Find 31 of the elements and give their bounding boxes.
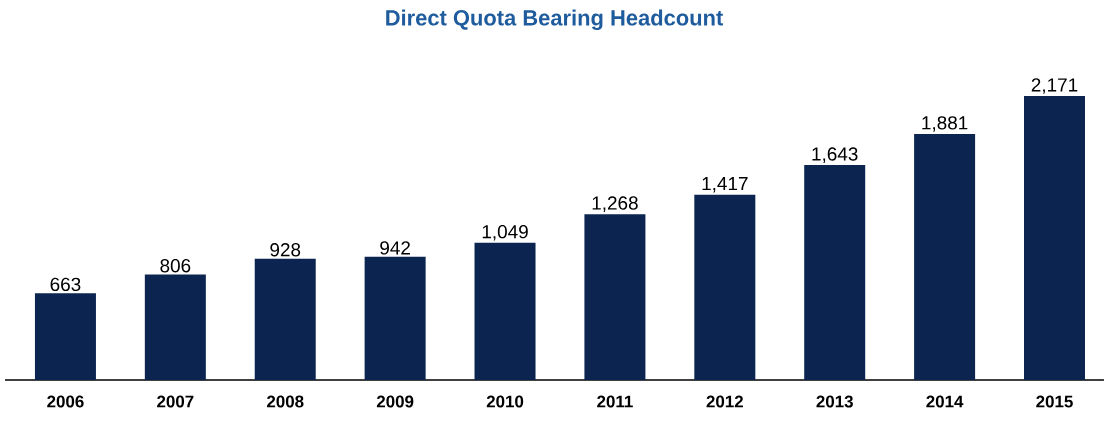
data-label: 663 (50, 277, 81, 292)
bar (584, 214, 646, 380)
chart-title: Direct Quota Bearing Headcount (386, 9, 723, 31)
x-tick-label: 2007 (157, 395, 194, 408)
x-tick-label: 2012 (706, 395, 743, 408)
bar (144, 274, 206, 380)
x-tick-label: 2015 (1036, 395, 1073, 408)
data-label: 1,881 (922, 116, 968, 132)
bar (914, 134, 976, 380)
data-label: 1,417 (702, 177, 748, 193)
data-label: 1,268 (592, 196, 638, 212)
data-label: 806 (160, 258, 191, 273)
x-tick-label: 2013 (816, 395, 853, 408)
x-tick-label: 2014 (926, 395, 964, 408)
x-tick-label: 2010 (486, 395, 524, 408)
data-label: 942 (380, 241, 410, 255)
bar (364, 256, 426, 380)
data-label: 928 (270, 243, 301, 257)
bar (804, 165, 866, 380)
x-tick-label: 2006 (47, 395, 84, 408)
data-label: 1,643 (812, 147, 858, 163)
data-label: 2,171 (1031, 78, 1078, 94)
bar (254, 258, 316, 380)
data-label: 1,049 (482, 224, 528, 241)
bar (694, 194, 756, 380)
bar (34, 293, 96, 380)
bar (474, 242, 536, 380)
x-tick-label: 2011 (597, 395, 633, 408)
bar (1024, 96, 1085, 380)
x-tick-label: 2008 (266, 395, 304, 408)
x-tick-label: 2009 (376, 395, 414, 408)
